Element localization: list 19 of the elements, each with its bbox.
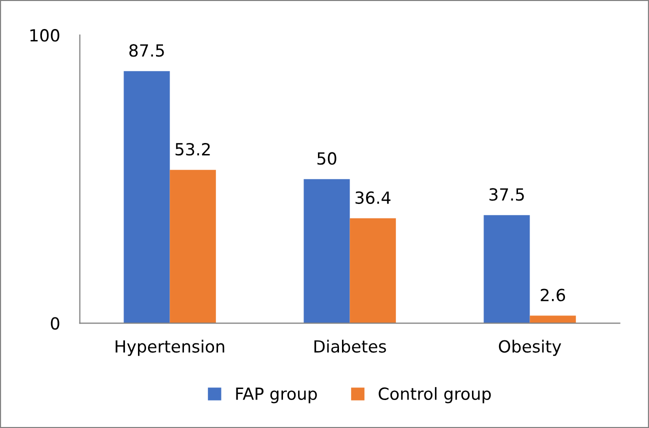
bar [350, 218, 396, 324]
data-label: 87.5 [129, 44, 164, 57]
bar [170, 170, 216, 324]
data-label: 37.5 [489, 188, 524, 201]
x-tick-label: Diabetes [314, 340, 386, 353]
bar [304, 179, 350, 324]
data-label: 50 [317, 152, 336, 165]
x-tick-label: Obesity [498, 340, 562, 356]
data-label: 53.2 [176, 142, 210, 156]
bar [124, 71, 170, 324]
y-tick-label: 0 [50, 317, 60, 330]
x-tick-label: Hypertension [116, 340, 224, 356]
data-label: 2.6 [540, 288, 566, 302]
legend-label: FAP group [236, 388, 317, 404]
bar [530, 316, 576, 324]
legend-label: Control group [378, 387, 491, 404]
y-tick-label: 100 [30, 29, 60, 42]
bar [484, 215, 530, 324]
data-label: 36.4 [356, 191, 390, 204]
